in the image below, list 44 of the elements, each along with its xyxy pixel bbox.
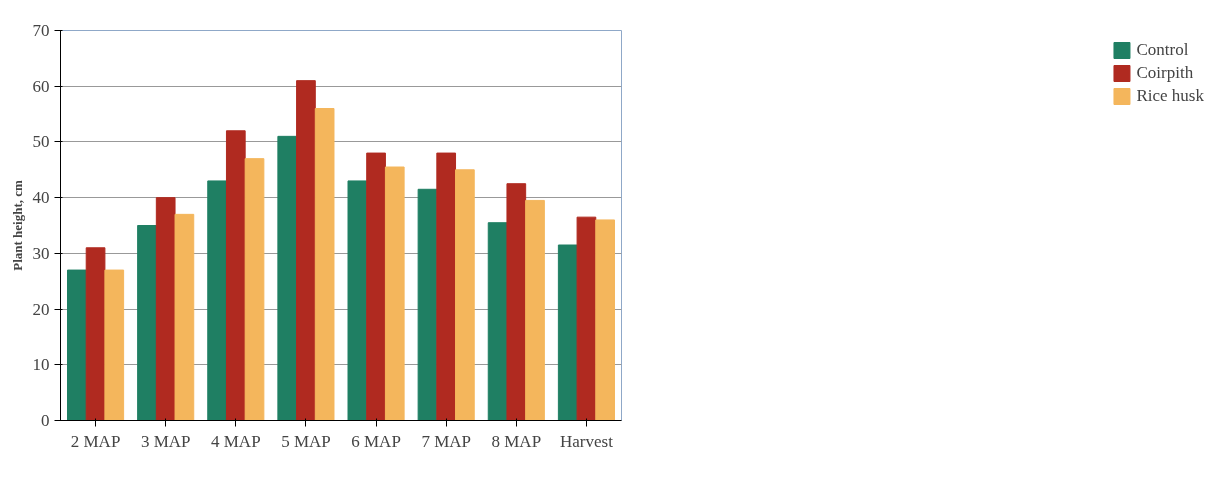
y-tick-label: 60 xyxy=(32,76,50,96)
legend-label: Rice husk xyxy=(1136,86,1204,106)
y-tick-label: 40 xyxy=(32,188,50,208)
bar xyxy=(576,216,597,421)
y-tick-label: 0 xyxy=(41,411,50,430)
x-tick-label: 2 MAP xyxy=(70,431,121,451)
x-tick-label: 5 MAP xyxy=(281,431,331,451)
x-tick-label: 3 MAP xyxy=(140,431,191,451)
bar xyxy=(104,269,125,421)
y-tick-label: 30 xyxy=(32,243,50,263)
bar xyxy=(296,80,316,421)
bar xyxy=(436,152,457,421)
bar xyxy=(155,197,176,421)
x-tick-label: 7 MAP xyxy=(421,431,471,451)
bar xyxy=(347,180,368,421)
bar xyxy=(244,158,265,421)
bar xyxy=(384,166,405,421)
x-tick-label: 8 MAP xyxy=(491,431,542,451)
bar xyxy=(277,135,298,421)
bar xyxy=(595,219,615,421)
bar xyxy=(137,225,157,421)
bar xyxy=(207,180,227,421)
bar xyxy=(366,152,386,421)
legend-label: Coirpith xyxy=(1136,63,1194,83)
bar xyxy=(525,199,545,421)
bar xyxy=(487,222,508,421)
x-tick-label: 6 MAP xyxy=(351,431,401,451)
bar xyxy=(417,188,438,421)
bar xyxy=(67,269,87,421)
bar xyxy=(557,244,578,421)
bar xyxy=(225,130,246,421)
y-tick-label: 50 xyxy=(32,132,50,152)
bar xyxy=(314,108,335,421)
bar xyxy=(85,247,106,421)
bar xyxy=(506,183,527,421)
x-tick-label: 4 MAP xyxy=(211,431,261,451)
y-tick-label: 70 xyxy=(32,21,50,40)
bar xyxy=(174,213,195,421)
y-axis-title: Plant height, cm xyxy=(9,180,25,271)
y-tick-label: 10 xyxy=(32,355,50,375)
bar xyxy=(455,169,475,421)
y-tick-label: 20 xyxy=(32,299,50,319)
x-tick-label: Harvest xyxy=(560,431,614,451)
legend-label: Control xyxy=(1136,40,1189,60)
